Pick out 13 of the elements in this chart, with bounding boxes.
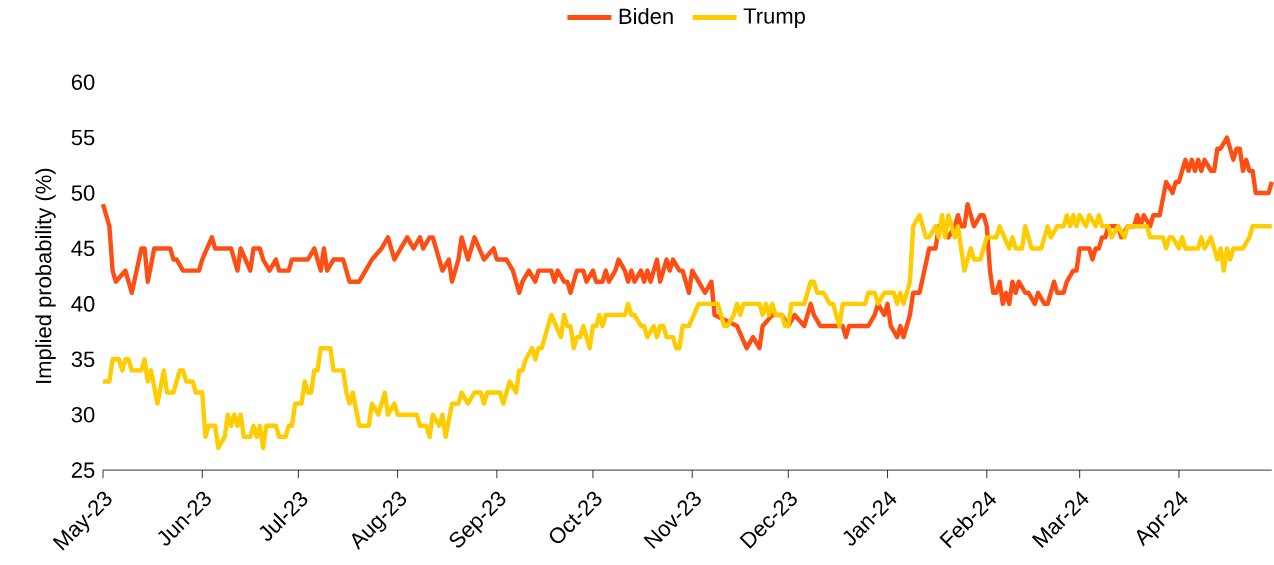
y-tick-label: 30 xyxy=(71,406,95,423)
legend-label: Trump xyxy=(743,8,805,28)
y-tick-label: 25 xyxy=(71,462,95,478)
y-tick-label: 45 xyxy=(71,240,95,256)
line-series xyxy=(100,212,1274,450)
line-series xyxy=(100,135,1274,351)
legend-label: Biden xyxy=(619,7,673,24)
y-tick-label: 55 xyxy=(71,129,95,146)
y-axis-title: Implied probability (%) xyxy=(35,168,56,383)
y-tick-label: 50 xyxy=(71,185,95,201)
y-tick-label: 35 xyxy=(71,351,95,367)
y-tick-label: 40 xyxy=(71,295,95,312)
y-tick-label: 60 xyxy=(71,74,95,90)
